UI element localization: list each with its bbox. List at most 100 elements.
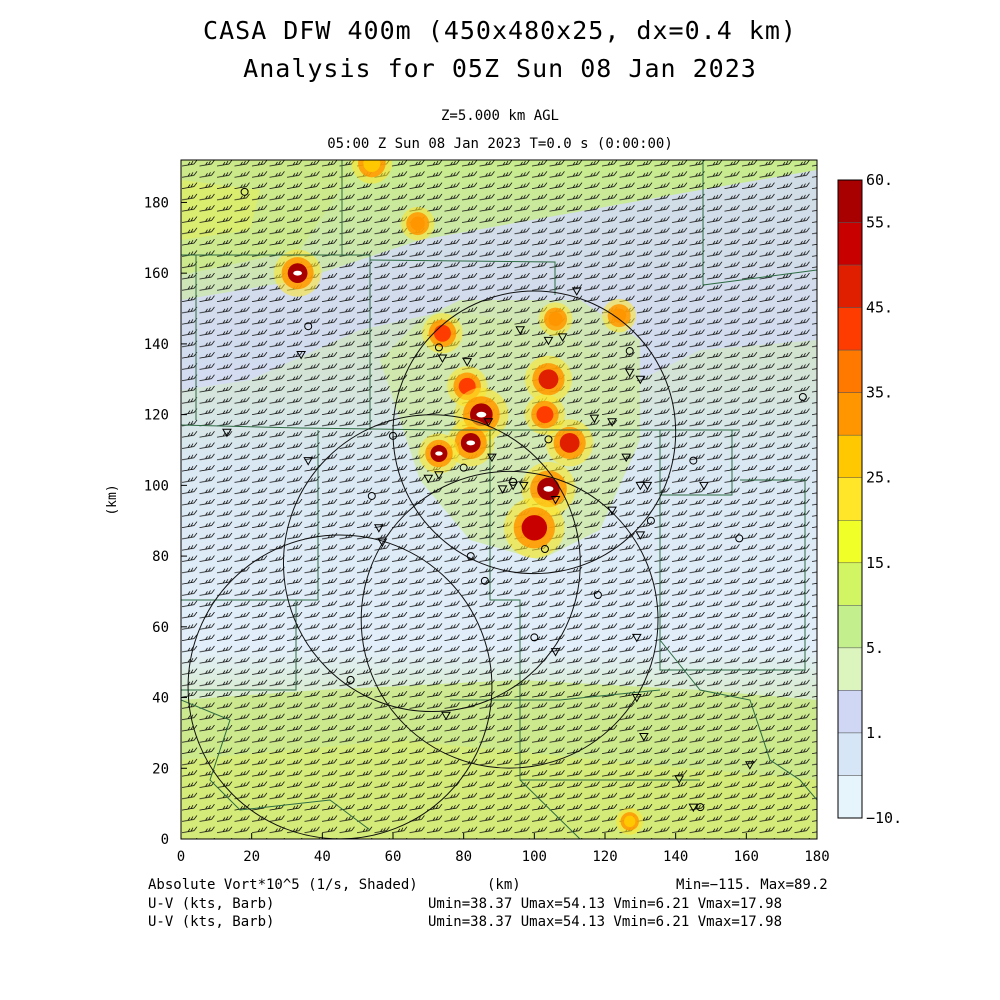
station-circle bbox=[346, 675, 355, 684]
station-triangle bbox=[515, 326, 526, 335]
station-circle bbox=[530, 633, 539, 642]
y-tick-label: 120 bbox=[144, 408, 169, 424]
station-markers bbox=[222, 187, 807, 813]
station-circle bbox=[367, 491, 376, 500]
vorticity-peak bbox=[543, 486, 554, 492]
station-triangle bbox=[571, 287, 582, 296]
y-tick-label: 60 bbox=[152, 620, 169, 636]
colorbar: 60. 55. 45. 35. 25. 15. 5. 1. −10. bbox=[837, 171, 902, 827]
level-label: Z=5.000 km AGL bbox=[440, 108, 559, 124]
station-circle bbox=[540, 545, 549, 554]
colorbar-label: −10. bbox=[866, 809, 902, 827]
station-triangle bbox=[699, 481, 709, 491]
y-axis-unit: (km) bbox=[105, 484, 120, 515]
colorbar-swatch bbox=[837, 179, 863, 223]
station-triangle bbox=[303, 457, 314, 466]
station-triangle bbox=[624, 368, 635, 378]
y-tick-label: 20 bbox=[152, 761, 169, 777]
colorbar-swatch bbox=[837, 562, 863, 606]
vorticity-core bbox=[521, 515, 548, 541]
station-circle bbox=[735, 534, 744, 543]
station-triangle bbox=[631, 694, 642, 703]
y-tick-label: 40 bbox=[152, 691, 169, 707]
y-tick-label: 140 bbox=[144, 337, 169, 353]
y-tick-label: 80 bbox=[152, 549, 169, 565]
station-circle bbox=[544, 435, 553, 444]
station-circle bbox=[509, 477, 518, 486]
colorbar-label: 45. bbox=[866, 299, 893, 317]
colorbar-label: 5. bbox=[866, 639, 884, 657]
plot-area bbox=[181, 160, 817, 839]
colorbar-label: 60. bbox=[866, 171, 893, 189]
station-circle bbox=[434, 343, 443, 352]
x-tick-label: 100 bbox=[522, 849, 547, 865]
station-triangle bbox=[550, 496, 561, 505]
colorbar-label: 25. bbox=[866, 469, 893, 487]
colorbar-label: 35. bbox=[866, 384, 893, 402]
vorticity-core bbox=[433, 324, 451, 342]
station-triangle bbox=[441, 711, 451, 721]
station-triangle bbox=[296, 351, 306, 360]
station-triangle bbox=[589, 414, 600, 424]
station-circle bbox=[480, 576, 489, 585]
vorticity-peak bbox=[466, 440, 476, 446]
station-triangle bbox=[642, 481, 653, 491]
station-triangle bbox=[487, 453, 497, 463]
colorbar-swatch bbox=[837, 605, 863, 649]
station-circle bbox=[625, 346, 634, 355]
field-label: Absolute Vort*10^5 (1/s, Shaded) bbox=[148, 877, 418, 893]
vorticity-core bbox=[363, 160, 381, 173]
colorbar-swatch bbox=[837, 520, 863, 564]
x-tick-label: 160 bbox=[734, 849, 759, 865]
station-triangle bbox=[374, 524, 384, 533]
station-triangle bbox=[222, 428, 232, 438]
station-triangle bbox=[631, 633, 642, 643]
station-triangle bbox=[607, 418, 617, 427]
station-circle bbox=[389, 431, 397, 440]
x-tick-label: 120 bbox=[592, 849, 617, 865]
station-triangle bbox=[557, 333, 568, 342]
colorbar-label: 1. bbox=[866, 724, 884, 742]
station-triangle bbox=[639, 732, 649, 742]
station-triangle bbox=[434, 471, 444, 480]
time-label: 05:00 Z Sun 08 Jan 2023 T=0.0 s (0:00:00… bbox=[327, 136, 673, 152]
x-tick-label: 80 bbox=[455, 849, 472, 865]
colorbar-swatch bbox=[837, 392, 863, 436]
x-tick-label: 0 bbox=[177, 849, 185, 865]
x-axis: 0 20 40 60 80 100 120 140 160 180 bbox=[177, 833, 830, 865]
x-tick-label: 140 bbox=[663, 849, 688, 865]
station-circle bbox=[240, 187, 249, 196]
wind-label-1: U-V (kts, Barb) bbox=[148, 896, 275, 912]
colorbar-swatch bbox=[837, 647, 863, 691]
station-circle bbox=[689, 456, 698, 465]
colorbar-swatch bbox=[837, 690, 863, 734]
x-tick-label: 20 bbox=[243, 849, 260, 865]
colorbar-label: 15. bbox=[866, 554, 893, 572]
y-tick-label: 100 bbox=[144, 478, 169, 494]
station-circle bbox=[304, 322, 313, 331]
colorbar-swatch bbox=[837, 732, 863, 776]
vorticity-core bbox=[548, 312, 563, 327]
colorbar-swatch bbox=[837, 434, 863, 478]
station-triangle bbox=[377, 538, 388, 547]
y-tick-label: 0 bbox=[161, 832, 169, 848]
wind-stats-1: Umin=38.37 Umax=54.13 Vmin=6.21 Vmax=17.… bbox=[428, 896, 783, 912]
y-axis: 0 20 40 60 80 100 120 140 160 180 bbox=[144, 195, 187, 848]
colorbar-swatch bbox=[837, 222, 863, 266]
station-triangle bbox=[543, 336, 554, 346]
vorticity-peak bbox=[293, 270, 302, 276]
station-triangle bbox=[607, 506, 617, 516]
station-triangle bbox=[462, 358, 473, 367]
plot-subtitle: Analysis for 05Z Sun 08 Jan 2023 bbox=[243, 54, 757, 83]
x-tick-label: 40 bbox=[314, 849, 331, 865]
county-boundaries bbox=[181, 160, 817, 839]
wind-label-2: U-V (kts, Barb) bbox=[148, 914, 275, 930]
station-circle bbox=[646, 516, 655, 525]
y-tick-label: 180 bbox=[144, 195, 169, 211]
station-triangle bbox=[635, 481, 646, 491]
station-triangle bbox=[745, 761, 755, 770]
x-tick-label: 60 bbox=[385, 849, 402, 865]
station-triangle bbox=[437, 354, 448, 364]
station-triangle bbox=[483, 418, 494, 427]
